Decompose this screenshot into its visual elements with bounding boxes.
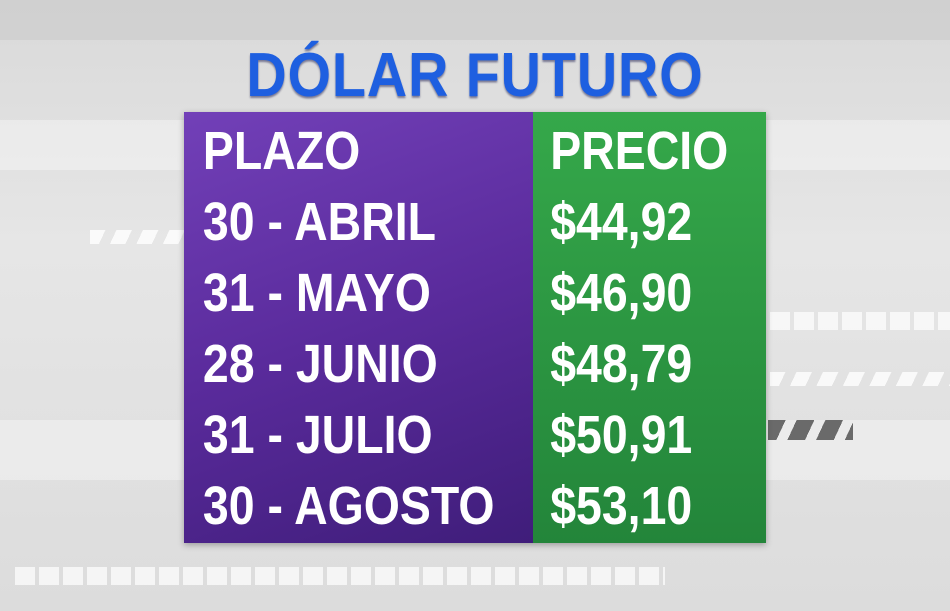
precio-cell: $46,90	[550, 263, 693, 323]
plazo-cell: 28 - JUNIO	[202, 334, 438, 394]
plazo-column: PLAZO 30 - ABRIL 31 - MAYO 28 - JUNIO 31…	[184, 112, 533, 543]
precio-column: PRECIO $44,92 $46,90 $48,79 $50,91 $53,1…	[533, 112, 766, 543]
bg-stripe	[768, 420, 853, 440]
bg-blocks	[15, 567, 665, 585]
plazo-cell: 30 - AGOSTO	[202, 476, 495, 536]
plazo-cell: 31 - JULIO	[202, 405, 433, 465]
bg-blocks	[770, 312, 950, 330]
precio-cell: $53,10	[550, 476, 693, 536]
precio-cell: $48,79	[550, 334, 693, 394]
plazo-header: PLAZO	[202, 121, 361, 181]
plazo-cell: 31 - MAYO	[202, 263, 431, 323]
bg-stripe	[770, 372, 950, 386]
bg-band	[0, 0, 950, 40]
precio-cell: $50,91	[550, 405, 693, 465]
precio-header: PRECIO	[550, 121, 729, 181]
plazo-cell: 30 - ABRIL	[202, 192, 437, 252]
bg-stripe	[90, 230, 185, 244]
futures-table: PLAZO 30 - ABRIL 31 - MAYO 28 - JUNIO 31…	[184, 112, 766, 543]
graphic-title: DÓLAR FUTURO	[246, 41, 704, 110]
precio-cell: $44,92	[550, 192, 693, 252]
